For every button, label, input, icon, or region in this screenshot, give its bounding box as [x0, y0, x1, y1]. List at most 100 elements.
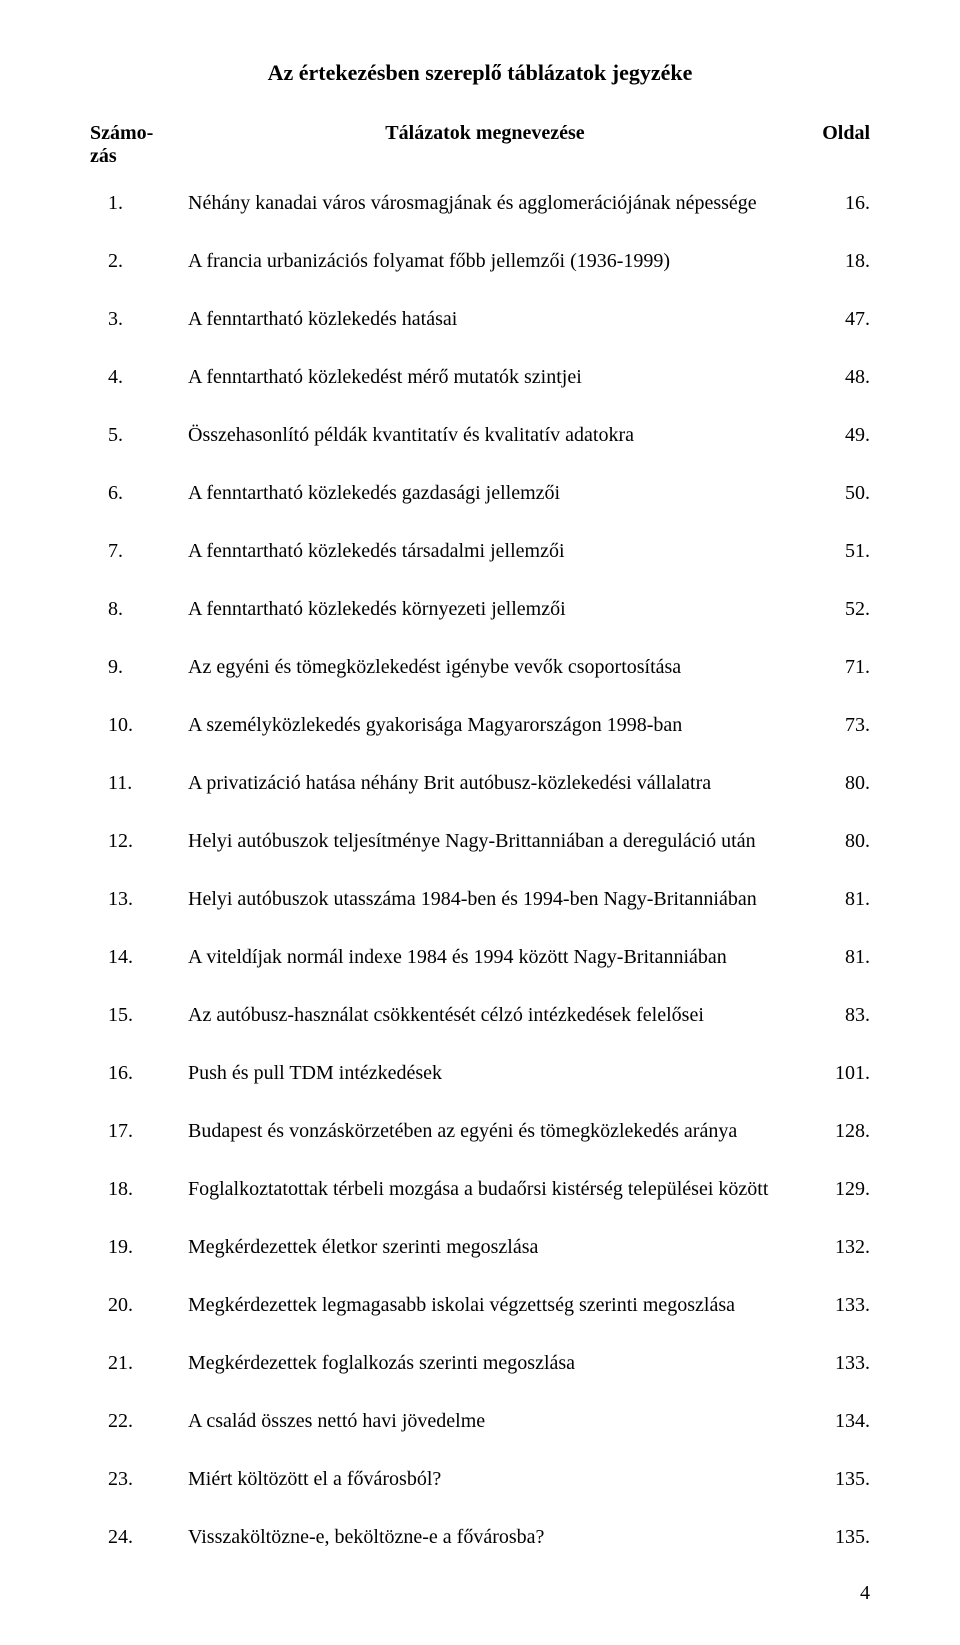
row-name: Az egyéni és tömegközlekedést igénybe ve… — [188, 654, 800, 680]
row-number: 3. — [90, 306, 188, 332]
row-name: A személyközlekedés gyakorisága Magyaror… — [188, 712, 800, 738]
page-title: Az értekezésben szereplő táblázatok jegy… — [90, 60, 870, 86]
header-col-num: Számo- zás — [90, 122, 170, 168]
table-row: 4.A fenntartható közlekedést mérő mutató… — [90, 364, 870, 390]
row-page: 81. — [800, 886, 870, 912]
table-row: 7.A fenntartható közlekedés társadalmi j… — [90, 538, 870, 564]
table-row: 13.Helyi autóbuszok utasszáma 1984-ben é… — [90, 886, 870, 912]
row-name: Néhány kanadai város városmagjának és ag… — [188, 190, 800, 216]
row-name: Az autóbusz-használat csökkentését célzó… — [188, 1002, 800, 1028]
row-number: 9. — [90, 654, 188, 680]
row-number: 1. — [90, 190, 188, 216]
row-number: 12. — [90, 828, 188, 854]
row-page: 101. — [800, 1060, 870, 1086]
row-number: 21. — [90, 1350, 188, 1376]
row-number: 19. — [90, 1234, 188, 1260]
row-name: A privatizáció hatása néhány Brit autóbu… — [188, 770, 800, 796]
row-page: 128. — [800, 1118, 870, 1144]
row-page: 71. — [800, 654, 870, 680]
table-row: 19.Megkérdezettek életkor szerinti megos… — [90, 1234, 870, 1260]
row-page: 133. — [800, 1350, 870, 1376]
row-number: 8. — [90, 596, 188, 622]
row-number: 17. — [90, 1118, 188, 1144]
row-page: 51. — [800, 538, 870, 564]
table-row: 5.Összehasonlító példák kvantitatív és k… — [90, 422, 870, 448]
row-name: Visszaköltözne-e, beköltözne-e a főváros… — [188, 1524, 800, 1550]
table-header: Számo- zás Tálázatok megnevezése Oldal — [90, 122, 870, 168]
page-number: 4 — [90, 1582, 870, 1605]
table-row: 14.A viteldíjak normál indexe 1984 és 19… — [90, 944, 870, 970]
row-number: 13. — [90, 886, 188, 912]
row-name: Helyi autóbuszok teljesítménye Nagy-Brit… — [188, 828, 800, 854]
row-number: 14. — [90, 944, 188, 970]
table-body: 1.Néhány kanadai város városmagjának és … — [90, 190, 870, 1550]
header-col-name: Tálázatok megnevezése — [170, 122, 800, 168]
table-row: 3.A fenntartható közlekedés hatásai47. — [90, 306, 870, 332]
row-page: 73. — [800, 712, 870, 738]
row-name: Foglalkoztatottak térbeli mozgása a buda… — [188, 1176, 800, 1202]
row-number: 20. — [90, 1292, 188, 1318]
row-name: Megkérdezettek életkor szerinti megoszlá… — [188, 1234, 800, 1260]
row-page: 135. — [800, 1466, 870, 1492]
table-row: 18.Foglalkoztatottak térbeli mozgása a b… — [90, 1176, 870, 1202]
row-page: 81. — [800, 944, 870, 970]
row-name: Budapest és vonzáskörzetében az egyéni é… — [188, 1118, 800, 1144]
row-number: 18. — [90, 1176, 188, 1202]
table-row: 22.A család összes nettó havi jövedelme1… — [90, 1408, 870, 1434]
table-row: 21.Megkérdezettek foglalkozás szerinti m… — [90, 1350, 870, 1376]
row-page: 80. — [800, 828, 870, 854]
row-number: 16. — [90, 1060, 188, 1086]
table-row: 11.A privatizáció hatása néhány Brit aut… — [90, 770, 870, 796]
row-number: 24. — [90, 1524, 188, 1550]
row-number: 4. — [90, 364, 188, 390]
row-page: 80. — [800, 770, 870, 796]
header-col-page: Oldal — [800, 122, 870, 168]
row-name: Push és pull TDM intézkedések — [188, 1060, 800, 1086]
row-page: 48. — [800, 364, 870, 390]
row-page: 52. — [800, 596, 870, 622]
row-name: A fenntartható közlekedést mérő mutatók … — [188, 364, 800, 390]
row-name: A fenntartható közlekedés gazdasági jell… — [188, 480, 800, 506]
row-name: A fenntartható közlekedés társadalmi jel… — [188, 538, 800, 564]
row-name: A fenntartható közlekedés hatásai — [188, 306, 800, 332]
row-name: A család összes nettó havi jövedelme — [188, 1408, 800, 1434]
table-row: 9.Az egyéni és tömegközlekedést igénybe … — [90, 654, 870, 680]
table-row: 16.Push és pull TDM intézkedések101. — [90, 1060, 870, 1086]
row-name: Helyi autóbuszok utasszáma 1984-ben és 1… — [188, 886, 800, 912]
row-number: 2. — [90, 248, 188, 274]
table-row: 1.Néhány kanadai város városmagjának és … — [90, 190, 870, 216]
table-row: 6.A fenntartható közlekedés gazdasági je… — [90, 480, 870, 506]
row-page: 135. — [800, 1524, 870, 1550]
row-page: 16. — [800, 190, 870, 216]
row-number: 22. — [90, 1408, 188, 1434]
row-page: 50. — [800, 480, 870, 506]
row-name: A francia urbanizációs folyamat főbb jel… — [188, 248, 800, 274]
row-name: A fenntartható közlekedés környezeti jel… — [188, 596, 800, 622]
table-row: 15.Az autóbusz-használat csökkentését cé… — [90, 1002, 870, 1028]
row-page: 132. — [800, 1234, 870, 1260]
row-number: 5. — [90, 422, 188, 448]
table-row: 20.Megkérdezettek legmagasabb iskolai vé… — [90, 1292, 870, 1318]
row-name: Összehasonlító példák kvantitatív és kva… — [188, 422, 800, 448]
row-page: 47. — [800, 306, 870, 332]
header-col-num-line1: Számo- — [90, 122, 170, 145]
row-page: 18. — [800, 248, 870, 274]
row-name: Megkérdezettek legmagasabb iskolai végze… — [188, 1292, 800, 1318]
row-page: 129. — [800, 1176, 870, 1202]
table-row: 10.A személyközlekedés gyakorisága Magya… — [90, 712, 870, 738]
table-row: 12.Helyi autóbuszok teljesítménye Nagy-B… — [90, 828, 870, 854]
header-col-num-line2: zás — [90, 145, 170, 168]
row-name: Miért költözött el a fővárosból? — [188, 1466, 800, 1492]
table-row: 8.A fenntartható közlekedés környezeti j… — [90, 596, 870, 622]
table-row: 23.Miért költözött el a fővárosból?135. — [90, 1466, 870, 1492]
table-row: 2.A francia urbanizációs folyamat főbb j… — [90, 248, 870, 274]
row-number: 7. — [90, 538, 188, 564]
row-page: 134. — [800, 1408, 870, 1434]
table-row: 17.Budapest és vonzáskörzetében az egyén… — [90, 1118, 870, 1144]
row-page: 49. — [800, 422, 870, 448]
row-page: 83. — [800, 1002, 870, 1028]
row-number: 11. — [90, 770, 188, 796]
row-page: 133. — [800, 1292, 870, 1318]
row-name: Megkérdezettek foglalkozás szerinti mego… — [188, 1350, 800, 1376]
row-number: 10. — [90, 712, 188, 738]
